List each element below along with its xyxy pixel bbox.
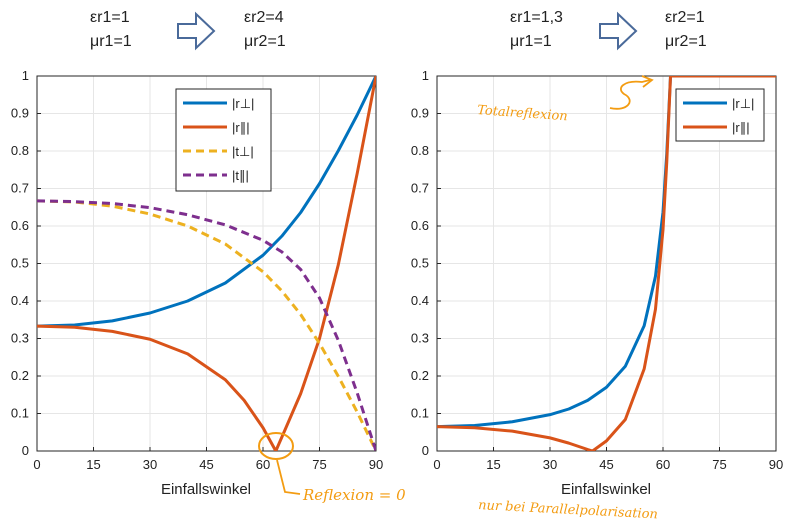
y-tick-label: 0.8 [11, 143, 29, 158]
y-tick-label: 0.6 [11, 218, 29, 233]
x-tick-label: 45 [599, 457, 613, 472]
legend-label: |r∥| [232, 120, 250, 135]
y-tick-label: 0.1 [11, 406, 29, 421]
y-tick-label: 0.8 [411, 143, 429, 158]
legend-label: |r∥| [732, 120, 750, 135]
legend-label: |r⊥| [232, 96, 254, 111]
y-tick-label: 0.9 [411, 106, 429, 121]
y-tick-label: 0.3 [11, 331, 29, 346]
legend-label: |t∥| [232, 168, 249, 183]
axes-box [36, 75, 377, 452]
legend-box [675, 88, 765, 142]
left-eps2-label: εr2=4 [244, 9, 284, 26]
y-tick-label: 0.3 [411, 331, 429, 346]
x-tick-label: 60 [656, 457, 670, 472]
y-tick-label: 0.9 [11, 106, 29, 121]
x-tick-label: 30 [543, 457, 557, 472]
right-eps2-label: εr2=1 [665, 9, 705, 26]
x-tick-label: 75 [712, 457, 726, 472]
y-tick-label: 0.5 [411, 256, 429, 271]
series-line [37, 199, 376, 451]
brewster-note: Reflexion = 0 [302, 486, 406, 504]
right-eps1-label: εr1=1,3 [510, 9, 563, 26]
series-group [37, 76, 376, 451]
y-tick-label: 1 [22, 68, 29, 83]
total-reflection-note: Totalreflexion [477, 103, 568, 124]
y-tick-label: 0 [422, 443, 429, 458]
polarisation-note: nur bei Parallelpolarisation [478, 498, 658, 519]
y-tick-label: 0.4 [411, 293, 429, 308]
left-eps1-label: εr1=1 [90, 9, 130, 26]
brewster-pointer [276, 459, 301, 495]
series-line [37, 76, 376, 451]
right-mu1-label: μr1=1 [510, 33, 552, 50]
left-mu1-label: μr1=1 [90, 33, 132, 50]
right-mu2-label: μr2=1 [665, 33, 707, 50]
series-line [37, 76, 376, 328]
x-axis-label: Einfallswinkel [161, 481, 251, 498]
x-axis-label: Einfallswinkel [561, 481, 651, 498]
x-tick-label: 15 [486, 457, 500, 472]
x-tick-label: 0 [33, 457, 40, 472]
left-plot: 0 15 30 45 60 75 90 0 0.1 0.2 0.3 0.4 0.5 0.6 0.7 0.8 0.… [11, 68, 383, 498]
series-group [437, 76, 776, 451]
y-tick-label: 0.2 [411, 368, 429, 383]
right-plot: 0 15 30 45 60 75 90 0 0.1 0.2 0.3 0.4 0.5 0.6 0.7 0.8 0.… [411, 68, 783, 498]
x-tick-label: 90 [769, 457, 783, 472]
brewster-circle [258, 432, 294, 460]
x-tick-label: 75 [312, 457, 326, 472]
x-tick-label: 15 [86, 457, 100, 472]
legend-label: |t⊥| [232, 144, 254, 159]
left-mu2-label: μr2=1 [244, 33, 286, 50]
y-tick-label: 0.7 [11, 181, 29, 196]
axes-box [436, 75, 777, 452]
x-tick-label: 90 [369, 457, 383, 472]
y-tick-label: 0.6 [411, 218, 429, 233]
total-reflection-arrowhead [641, 75, 654, 88]
y-tick-label: 1 [422, 68, 429, 83]
legend-label: |r⊥| [732, 96, 754, 111]
y-tick-label: 0.1 [411, 406, 429, 421]
y-tick-label: 0.4 [11, 293, 29, 308]
y-tick-label: 0 [22, 443, 29, 458]
x-tick-label: 30 [143, 457, 157, 472]
y-tick-label: 0.2 [11, 368, 29, 383]
legend: |r⊥| |r∥| [675, 88, 765, 142]
right-arrow-icon [599, 11, 638, 51]
y-tick-label: 0.7 [411, 181, 429, 196]
legend: |r⊥| |r∥| |t⊥| |t∥| [175, 88, 272, 192]
left-arrow-icon [177, 11, 216, 51]
x-tick-label: 60 [256, 457, 270, 472]
series-line [437, 76, 776, 451]
x-tick-label: 45 [199, 457, 213, 472]
y-tick-label: 0.5 [11, 256, 29, 271]
total-reflection-annotation: Totalreflexion [477, 75, 654, 124]
x-tick-label: 0 [433, 457, 440, 472]
total-reflection-arrow [609, 79, 651, 110]
